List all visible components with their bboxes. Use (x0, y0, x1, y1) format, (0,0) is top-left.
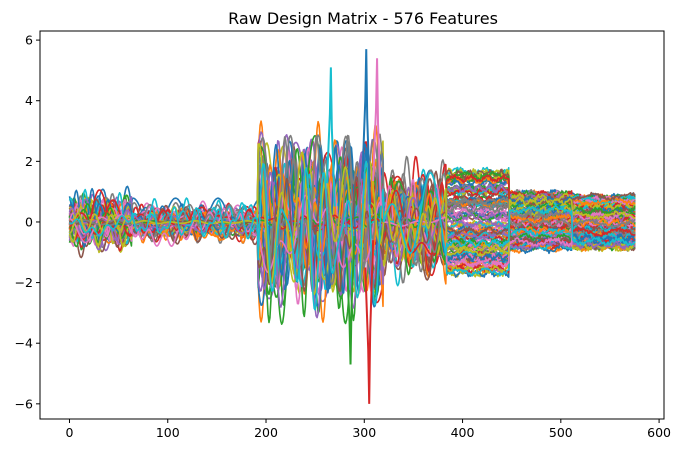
series-line (69, 160, 636, 311)
y-tick-label: −6 (15, 396, 33, 411)
x-tick-label: 300 (352, 425, 376, 440)
x-axis: 0 100 200 300 400 500 600 (66, 419, 671, 440)
y-tick-label: 0 (25, 214, 33, 229)
series-spike (325, 67, 336, 207)
x-tick-label: 100 (156, 425, 180, 440)
series-spike (372, 58, 382, 206)
series-spike (345, 236, 356, 365)
x-tick-label: 500 (549, 425, 573, 440)
y-tick-label: −2 (15, 275, 33, 290)
x-tick-label: 600 (647, 425, 671, 440)
y-axis: −6 −4 −2 0 2 4 6 (15, 33, 40, 411)
series-spike (361, 49, 372, 205)
y-tick-label: 2 (25, 154, 33, 169)
series-line (69, 133, 636, 268)
y-tick-label: 6 (25, 33, 33, 48)
y-tick-label: −4 (15, 336, 33, 351)
x-tick-label: 0 (66, 425, 74, 440)
y-tick-label: 4 (25, 93, 33, 108)
x-tick-label: 200 (254, 425, 278, 440)
series-spike (364, 240, 375, 404)
series-layer (68, 49, 636, 404)
plot-frame (39, 30, 665, 420)
x-tick-label: 400 (451, 425, 475, 440)
chart-title: Raw Design Matrix - 576 Features (228, 9, 498, 28)
